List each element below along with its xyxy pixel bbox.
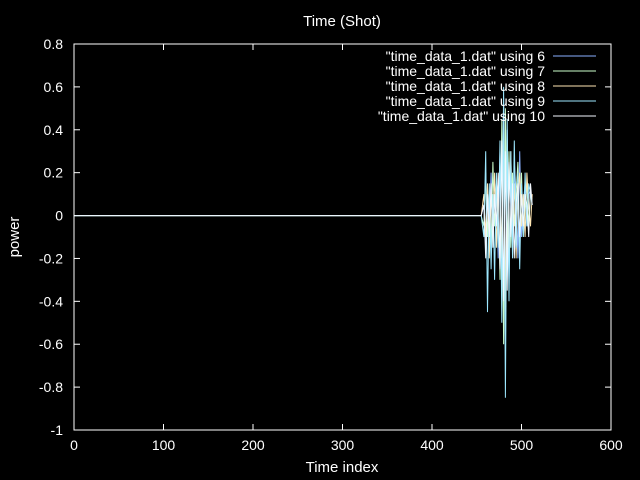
- legend: "time_data_1.dat" using 6"time_data_1.da…: [378, 48, 596, 124]
- series-lines: [74, 86, 533, 398]
- y-tick-label: 0.6: [44, 79, 64, 95]
- y-tick-label: 0.2: [44, 165, 64, 181]
- legend-label-5: "time_data_1.dat" using 10: [378, 108, 545, 124]
- x-tick-label: 500: [510, 437, 534, 453]
- legend-label-1: "time_data_1.dat" using 6: [386, 48, 546, 64]
- x-tick-label: 0: [70, 437, 78, 453]
- chart-title: Time (Shot): [303, 13, 381, 30]
- y-axis-title: power: [6, 217, 23, 258]
- x-tick-label: 300: [331, 437, 355, 453]
- legend-label-2: "time_data_1.dat" using 7: [386, 63, 546, 79]
- series-line-5: [74, 140, 533, 302]
- y-tick-label: 0: [55, 208, 63, 224]
- legend-label-4: "time_data_1.dat" using 9: [386, 93, 546, 109]
- y-tick-label: -0.6: [39, 336, 63, 352]
- x-tick-label: 600: [599, 437, 623, 453]
- x-tick-label: 200: [241, 437, 265, 453]
- x-axis-title: Time index: [306, 459, 379, 476]
- y-tick-label: 0.4: [44, 122, 64, 138]
- axis-ticks: 0 100 200 300 400 500 600 -1 -0.8 -0.6 -0.4 -0.2 0 0.…: [39, 36, 623, 453]
- y-tick-label: -0.4: [39, 293, 63, 309]
- plot-frame: [73, 43, 612, 431]
- y-tick-label: -0.2: [39, 250, 63, 266]
- y-tick-label: -0.8: [39, 379, 63, 395]
- x-tick-label: 100: [152, 437, 176, 453]
- y-tick-label: 0.8: [44, 36, 64, 52]
- x-tick-label: 400: [420, 437, 444, 453]
- y-tick-label: -1: [51, 422, 64, 438]
- legend-label-3: "time_data_1.dat" using 8: [386, 78, 546, 94]
